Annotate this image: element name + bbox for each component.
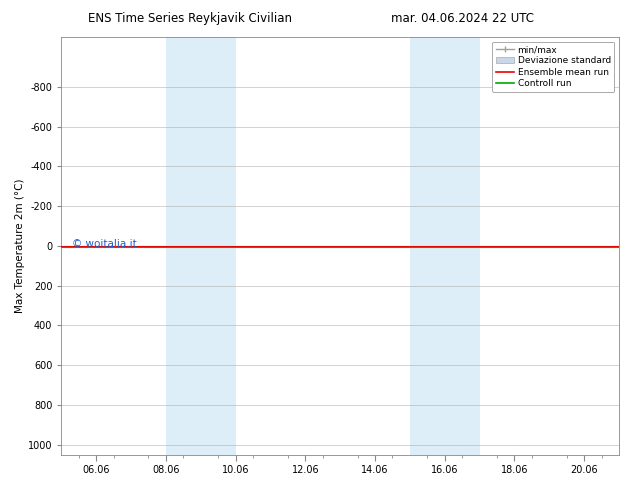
Y-axis label: Max Temperature 2m (°C): Max Temperature 2m (°C) [15, 178, 25, 313]
Bar [410, 37, 479, 455]
Legend: min/max, Deviazione standard, Ensemble mean run, Controll run: min/max, Deviazione standard, Ensemble m… [493, 42, 614, 92]
Bar [166, 37, 236, 455]
Text: ENS Time Series Reykjavik Civilian: ENS Time Series Reykjavik Civilian [88, 12, 292, 25]
Text: mar. 04.06.2024 22 UTC: mar. 04.06.2024 22 UTC [391, 12, 534, 25]
Text: © woitalia.it: © woitalia.it [72, 239, 137, 249]
